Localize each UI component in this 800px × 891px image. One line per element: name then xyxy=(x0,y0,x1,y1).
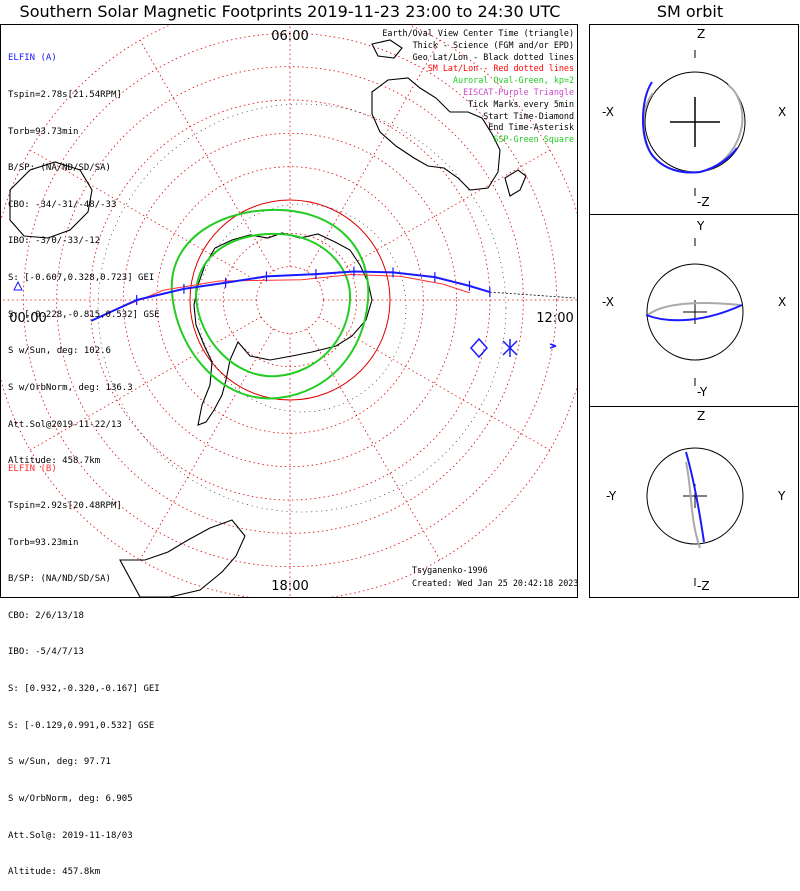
legend-entry: Auroral Oval-Green, kp=2 xyxy=(452,75,574,86)
earth-circle xyxy=(646,263,744,361)
footprint-map: 06:00 12:00 18:00 00:00 -X X Z -Z -X X Y… xyxy=(0,24,799,598)
legend-entry: SM Lat/Lon - Red dotted lines xyxy=(427,63,574,74)
sm-panel-xz-frame xyxy=(589,24,799,215)
legend-entry: End Time-Asterisk xyxy=(488,122,574,133)
sm-orbit-panel-yz: -Y Y Z -Z xyxy=(606,409,786,593)
mlt-label-18: 18:00 xyxy=(271,579,308,594)
elfin-a-orbit xyxy=(642,81,738,174)
start-diamond-marker xyxy=(469,337,489,359)
sm-lat-circle xyxy=(189,199,391,401)
elfin-a-orbit xyxy=(685,451,705,543)
geo-lat-circle xyxy=(197,203,407,413)
auroral-oval-outer xyxy=(170,208,370,400)
map-frame xyxy=(0,24,578,598)
mlt-label-06: 06:00 xyxy=(271,29,308,44)
sm-orbit-title: SM orbit xyxy=(656,2,724,21)
elfin-b-cbo: CBO: 2/6/13/18 xyxy=(8,610,84,621)
geo-lat-circle xyxy=(97,103,507,513)
sm-panel-yz-frame xyxy=(589,406,799,598)
elfin-b-orbnorm-angle: S w/OrbNorm, deg: 6.905 xyxy=(8,793,133,804)
sm-lat-circle xyxy=(122,132,458,468)
model-credit: Tsyganenko-1996 xyxy=(412,565,488,575)
sm-grid xyxy=(1,25,577,597)
track-end-arrow xyxy=(549,343,557,349)
elfin-b-name: ELFIN (B) xyxy=(8,464,57,475)
sm-xy-label-y: Y xyxy=(696,219,705,233)
elfin-b-info: ELFIN (B) Tspin=2.92s[20.48RPM] Torb=93.… xyxy=(8,439,160,891)
elfin-b-ibo: IBO: -5/4/7/13 xyxy=(8,647,84,658)
elfin-b-orbit xyxy=(647,302,741,316)
map-legend: Earth/Oval View Center Time (triangle) Th… xyxy=(382,28,574,146)
elfin-a-cbo: CBO: -34/-31/-48/-33 xyxy=(8,199,117,210)
auroral-oval-inner xyxy=(194,232,352,378)
end-asterisk-marker xyxy=(502,339,518,357)
track-tick-marks xyxy=(136,266,491,305)
sm-xy-label-neg-x: -X xyxy=(602,295,614,309)
sm-xz-label-z: Z xyxy=(697,27,705,41)
sm-xz-label-neg-z: -Z xyxy=(697,195,710,209)
mlt-label-12: 12:00 xyxy=(536,311,573,326)
sm-yz-label-y: Y xyxy=(777,489,786,503)
elfin-a-name: ELFIN (A) xyxy=(8,53,57,64)
elfin-a-altitude: Altitude: 458.7km xyxy=(8,456,101,467)
elfin-b-orbit xyxy=(685,461,701,549)
island-outline xyxy=(371,39,403,59)
coastlines xyxy=(9,39,527,597)
africa-coastline xyxy=(9,161,93,239)
sm-yz-label-neg-z: -Z xyxy=(697,579,710,593)
view-center-triangle xyxy=(13,280,23,291)
sm-lon-spoke xyxy=(306,328,441,561)
elfin-b-spin-gse: S: [-0.129,0.991,0.532] GSE xyxy=(8,720,155,731)
legend-entry: Geo Lat/Lon - Black dotted lines xyxy=(412,51,574,62)
sm-lon-spoke xyxy=(318,316,551,451)
elfin-a-spin-gei: S: [-0.607,0.328,0.723] GEI xyxy=(8,273,155,284)
elfin-a-spin: Tspin=2.78s[21.54RPM] xyxy=(8,90,122,101)
sm-xy-label-x: X xyxy=(778,295,786,309)
legend-entry: Thick - Science (FGM and/or EPD) xyxy=(412,39,574,50)
sm-lat-circle xyxy=(222,232,358,368)
elfin-b-sun-angle: S w/Sun, deg: 97.71 xyxy=(8,757,111,768)
elfin-a-orbit-period: Torb=93.73min xyxy=(8,126,79,137)
australia-coastline xyxy=(371,77,501,191)
created-timestamp: Created: Wed Jan 25 20:42:18 2023 xyxy=(412,578,579,588)
elfin-a-ibo: IBO: -3/0/-33/-12 xyxy=(8,236,101,247)
sm-xz-label-x: X xyxy=(778,105,786,119)
sm-panel-xy-frame xyxy=(589,214,799,407)
sm-lon-spoke xyxy=(139,328,274,561)
sm-yz-label-neg-y: -Y xyxy=(606,489,617,503)
sm-xz-label-neg-x: -X xyxy=(602,105,614,119)
sm-xy-label-neg-y: -Y xyxy=(697,385,708,399)
elfin-b-spin-gei: S: [0.932,-0.320,-0.167] GEI xyxy=(8,684,160,695)
sm-orbit-panel-xy: -X X Y -Y xyxy=(602,219,786,399)
elfin-a-sun-angle: S w/Sun, deg: 102.6 xyxy=(8,346,111,357)
mlt-label-00: 00:00 xyxy=(9,311,46,326)
elfin-a-projection-track xyxy=(489,291,576,299)
legend-entry: SSP-Green Square xyxy=(493,134,574,145)
elfin-b-orbit-period: Torb=93.23min xyxy=(8,537,79,548)
elfin-a-info: ELFIN (A) Tspin=2.78s[21.54RPM] Torb=93.… xyxy=(8,28,160,480)
elfin-a-orbit xyxy=(645,304,743,322)
legend-entry: Start Time-Diamond xyxy=(483,110,574,121)
sm-yz-label-z: Z xyxy=(697,409,705,423)
earth-circle xyxy=(646,447,744,545)
elfin-b-spin: Tspin=2.92s[20.48RPM] xyxy=(8,501,122,512)
plot-title: Southern Solar Magnetic Footprints 2019-… xyxy=(19,2,561,21)
elfin-a-orbnorm-angle: S w/OrbNorm, deg: 136.3 xyxy=(8,382,133,393)
legend-entry: Earth/Oval View Center Time (triangle) xyxy=(382,28,574,38)
elfin-a-attitude-sol: Att.Sol@2019-11-22/13 xyxy=(8,419,122,430)
elfin-b-bsp: B/SP: (NA/ND/SD/SA) xyxy=(8,574,111,585)
sm-lat-circle xyxy=(56,66,524,534)
sm-orbit-panel-xz: -X X Z -Z xyxy=(602,27,786,209)
elfin-b-track xyxy=(103,273,471,316)
new-zealand-coastline xyxy=(504,169,527,197)
elfin-a-spin-gse: S: [-0.228,-0.815,0.532] GSE xyxy=(8,309,160,320)
legend-entry: Tick Marks every 5min xyxy=(468,98,574,109)
sm-lat-circle xyxy=(22,32,558,568)
elfin-b-attitude-sol: Att.Sol@: 2019-11-18/03 xyxy=(8,830,133,841)
south-america-coastline xyxy=(119,519,246,597)
auroral-oval xyxy=(170,208,370,400)
elfin-a-bsp: B/SP: (NA/ND/SD/SA) xyxy=(8,163,111,174)
elfin-b-altitude: Altitude: 457.8km xyxy=(8,867,101,878)
legend-entry: EISCAT-Purple Triangle xyxy=(463,86,574,97)
